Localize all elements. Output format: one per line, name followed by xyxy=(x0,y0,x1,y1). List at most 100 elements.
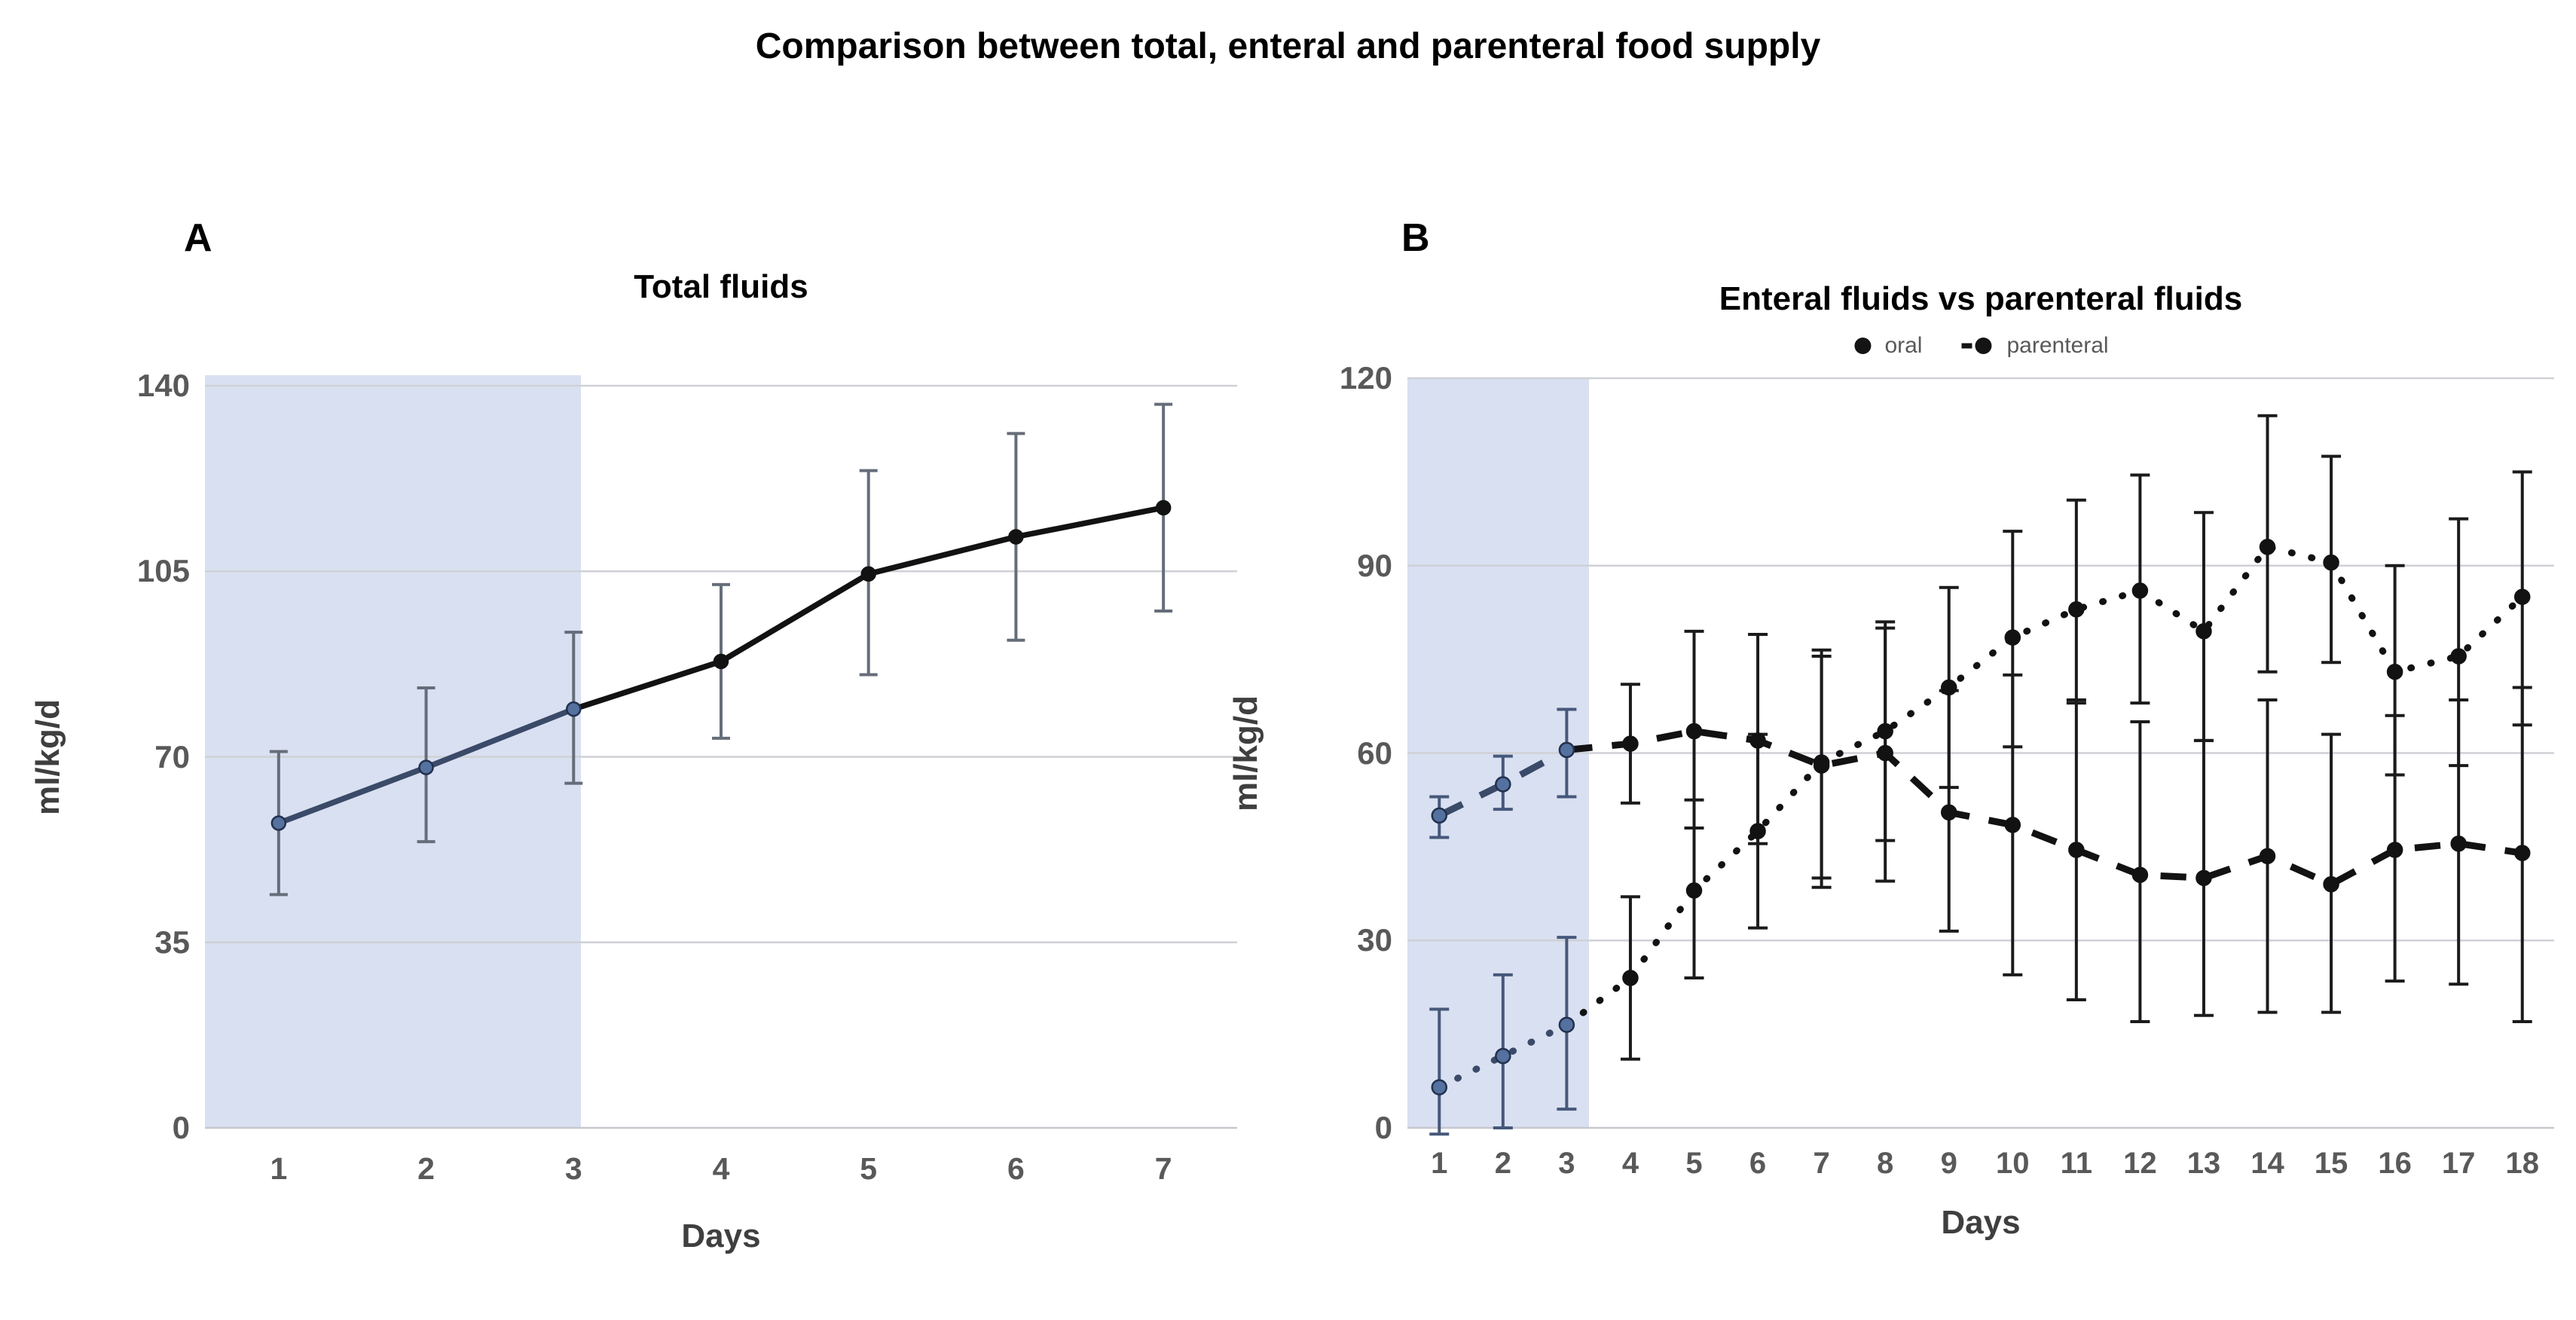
legend-item-oral: oral xyxy=(1853,333,1922,359)
data-point-oral-day-3 xyxy=(1558,1016,1575,1033)
panel-b-x-axis-title: Days xyxy=(1941,1204,2021,1241)
x-tick-label-day-8: 8 xyxy=(1877,1147,1894,1180)
legend-oral-marker-icon xyxy=(1854,338,1872,354)
x-tick-label-day-15: 15 xyxy=(2314,1147,2348,1180)
data-point-oral-day-17 xyxy=(2450,648,2467,665)
data-point-parenteral-day-10 xyxy=(2004,817,2021,833)
data-point-total-fluids-day-6 xyxy=(1008,529,1024,545)
y-tick-label-90: 90 xyxy=(1357,547,1392,583)
data-point-oral-day-16 xyxy=(2386,663,2403,680)
data-point-parenteral-day-11 xyxy=(2068,842,2085,858)
panel-a-x-axis-title: Days xyxy=(681,1218,761,1254)
data-point-oral-day-9 xyxy=(1940,679,1957,696)
x-tick-label-day-13: 13 xyxy=(2186,1147,2221,1180)
series-line-oral xyxy=(1563,543,2526,1028)
x-tick-label-day-11: 11 xyxy=(2060,1147,2092,1180)
x-tick-label-day-18: 18 xyxy=(2505,1147,2539,1180)
data-point-oral-day-4 xyxy=(1622,970,1639,986)
data-point-parenteral-day-9 xyxy=(1940,804,1957,821)
data-point-oral-day-12 xyxy=(2131,582,2149,599)
data-point-total-fluids-day-7 xyxy=(1155,500,1172,516)
data-point-parenteral-day-7 xyxy=(1813,757,1830,774)
panel-a-letter: A xyxy=(184,216,212,260)
x-tick-label-day-12: 12 xyxy=(2123,1147,2157,1180)
panel-a-title: Total fluids xyxy=(634,268,808,305)
data-point-oral-day-13 xyxy=(2196,623,2212,640)
series-line-oral-adaptation xyxy=(1435,1021,1570,1091)
data-point-total-fluids-day-3 xyxy=(566,701,582,717)
figure-title: Comparison between total, enteral and pa… xyxy=(755,26,1821,66)
panel-b-title: Enteral fluids vs parenteral fluids xyxy=(1719,280,2243,317)
y-tick-label-140: 140 xyxy=(136,368,190,403)
x-tick-label-day-16: 16 xyxy=(2378,1147,2412,1180)
data-point-total-fluids-day-4 xyxy=(713,653,729,670)
data-point-oral-day-1 xyxy=(1431,1079,1448,1095)
x-tick-label-day-6: 6 xyxy=(1007,1151,1025,1186)
data-point-oral-day-15 xyxy=(2323,554,2339,571)
data-point-oral-day-8 xyxy=(1877,723,1893,740)
x-tick-label-day-1: 1 xyxy=(270,1151,288,1186)
y-tick-label-60: 60 xyxy=(1357,735,1392,771)
data-point-total-fluids-day-2 xyxy=(418,759,434,775)
series-line-parenteral xyxy=(1566,728,2523,888)
x-tick-label-day-2: 2 xyxy=(417,1151,435,1186)
data-point-total-fluids-day-5 xyxy=(860,566,876,582)
data-point-parenteral-day-8 xyxy=(1877,744,1893,762)
data-point-parenteral-day-14 xyxy=(2259,848,2276,865)
x-tick-label-day-17: 17 xyxy=(2441,1147,2476,1180)
y-tick-label-35: 35 xyxy=(154,924,190,960)
x-tick-label-day-3: 3 xyxy=(564,1151,582,1186)
data-point-parenteral-day-5 xyxy=(1685,723,1703,740)
y-tick-label-105: 105 xyxy=(136,553,190,589)
y-tick-label-0: 0 xyxy=(1374,1110,1392,1145)
x-tick-label-day-14: 14 xyxy=(2251,1147,2284,1180)
x-tick-label-day-2: 2 xyxy=(1494,1147,1511,1180)
panel-b-plot-area xyxy=(1407,377,2554,1136)
data-point-parenteral-day-12 xyxy=(2131,866,2149,883)
x-tick-label-day-4: 4 xyxy=(1621,1147,1639,1180)
x-tick-label-day-3: 3 xyxy=(1558,1147,1575,1180)
y-tick-label-120: 120 xyxy=(1339,360,1392,396)
x-tick-label-day-9: 9 xyxy=(1940,1147,1957,1180)
panel-b-letter: B xyxy=(1401,216,1430,260)
shaded-region-days-1-3 xyxy=(205,375,582,1128)
x-tick-label-day-5: 5 xyxy=(860,1151,878,1186)
x-tick-label-day-4: 4 xyxy=(712,1151,730,1186)
legend-label-parenteral: parenteral xyxy=(2006,333,2109,358)
x-tick-label-day-10: 10 xyxy=(1996,1147,2030,1180)
data-point-oral-day-10 xyxy=(2004,629,2021,646)
data-point-oral-day-5 xyxy=(1685,882,1703,899)
data-point-oral-day-11 xyxy=(2068,601,2085,618)
legend-label-oral: oral xyxy=(1884,333,1923,358)
y-tick-label-0: 0 xyxy=(172,1110,190,1145)
data-point-parenteral-day-13 xyxy=(2196,869,2212,887)
legend-item-parenteral: parenteral xyxy=(1961,333,2109,359)
data-point-parenteral-day-17 xyxy=(2450,835,2467,852)
data-point-oral-day-18 xyxy=(2513,588,2531,605)
data-point-parenteral-day-1 xyxy=(1431,807,1448,824)
data-point-oral-day-14 xyxy=(2259,539,2276,555)
data-point-oral-day-2 xyxy=(1495,1047,1511,1065)
data-point-oral-day-6 xyxy=(1749,823,1766,839)
data-point-parenteral-day-2 xyxy=(1495,776,1511,793)
x-tick-label-day-7: 7 xyxy=(1154,1151,1172,1186)
x-tick-label-day-1: 1 xyxy=(1431,1147,1448,1180)
data-point-parenteral-day-18 xyxy=(2513,845,2531,861)
panel-b-legend: oral parenteral xyxy=(1853,333,2109,359)
legend-parenteral-marker-icon xyxy=(1961,338,1992,354)
data-point-total-fluids-day-1 xyxy=(270,815,287,831)
x-tick-label-day-6: 6 xyxy=(1749,1147,1767,1180)
y-tick-label-30: 30 xyxy=(1357,922,1392,958)
x-tick-label-day-7: 7 xyxy=(1813,1147,1830,1180)
y-tick-label-70: 70 xyxy=(154,738,190,775)
error-bar-parenteral-day-15 xyxy=(2321,732,2342,1014)
data-point-parenteral-day-6 xyxy=(1749,732,1766,749)
data-point-parenteral-day-4 xyxy=(1622,735,1639,752)
data-point-parenteral-day-16 xyxy=(2386,842,2403,858)
panel-a-plot-area xyxy=(205,375,1237,1129)
error-bar-oral-day-1 xyxy=(1429,1007,1450,1136)
data-point-parenteral-day-15 xyxy=(2323,875,2339,893)
data-point-parenteral-day-3 xyxy=(1558,741,1575,759)
x-tick-label-day-5: 5 xyxy=(1685,1147,1703,1180)
